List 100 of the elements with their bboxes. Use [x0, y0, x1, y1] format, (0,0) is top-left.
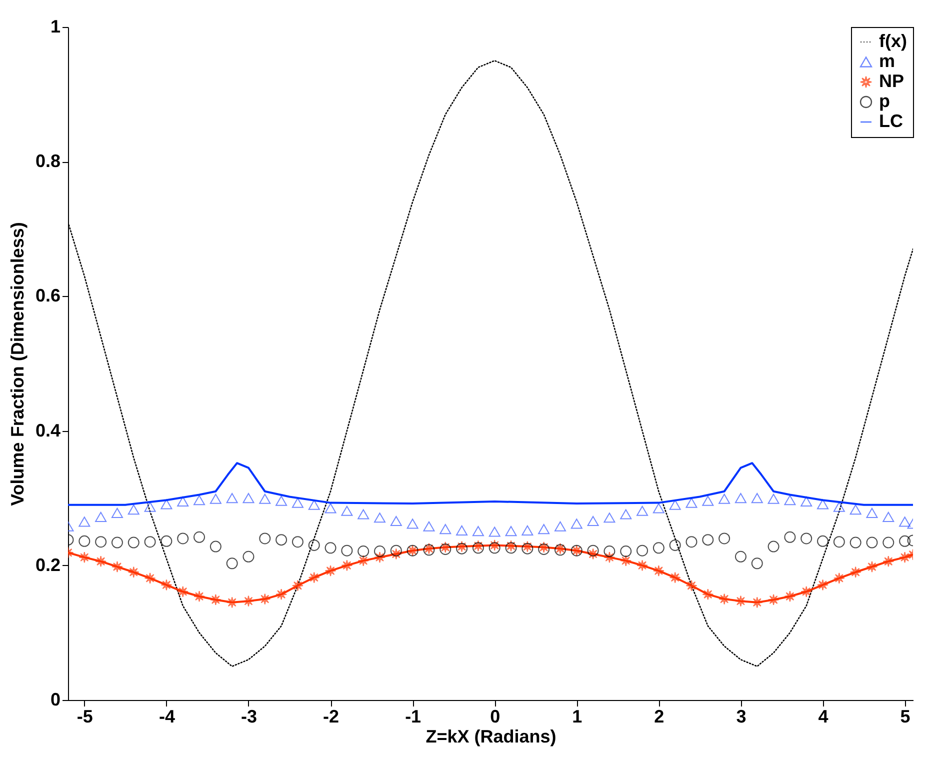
- x-tick-label: -3: [240, 706, 257, 726]
- point: [652, 503, 664, 514]
- point: [686, 536, 698, 548]
- point: [833, 572, 845, 584]
- point: [276, 534, 288, 546]
- point: [652, 565, 664, 577]
- point: [702, 496, 714, 506]
- point: [226, 493, 238, 504]
- point: [341, 544, 353, 556]
- point: [505, 526, 517, 536]
- point: [78, 535, 90, 547]
- point: [440, 524, 452, 534]
- point: [784, 531, 796, 543]
- x-tick-label: -5: [76, 706, 93, 726]
- point: [817, 579, 828, 591]
- legend-label: p: [879, 91, 890, 111]
- point: [95, 556, 107, 568]
- point: [833, 502, 845, 512]
- x-tick-label: 4: [818, 706, 828, 726]
- point: [308, 572, 320, 584]
- x-tick-label: 0: [490, 706, 500, 726]
- point: [554, 521, 566, 532]
- point: [587, 544, 599, 556]
- point: [734, 550, 746, 562]
- point: [604, 512, 616, 523]
- x-axis-title: Z=kX (Radians): [426, 726, 556, 746]
- point: [390, 544, 402, 556]
- point: [718, 593, 730, 605]
- point: [144, 572, 156, 584]
- y-axis-title: Volume Fraction (Dimensionless): [7, 222, 28, 506]
- point: [406, 518, 418, 529]
- point: [800, 586, 812, 598]
- point: [800, 532, 812, 544]
- point: [899, 552, 911, 564]
- point: [390, 516, 402, 526]
- point: [374, 512, 386, 523]
- point: [636, 506, 648, 516]
- x-tick-label: -2: [323, 706, 340, 726]
- point: [78, 552, 90, 564]
- point: [718, 532, 730, 544]
- point: [817, 499, 828, 510]
- point: [604, 546, 616, 557]
- point: [751, 596, 763, 608]
- y-tick-label: 0.4: [35, 420, 60, 440]
- point: [440, 544, 452, 555]
- point: [374, 546, 386, 557]
- point: [242, 595, 254, 607]
- legend-label: NP: [879, 71, 904, 91]
- point: [587, 548, 599, 560]
- point: [111, 536, 123, 548]
- point: [160, 579, 172, 591]
- point: [292, 580, 304, 592]
- point: [276, 588, 288, 600]
- point: [324, 565, 336, 577]
- point: [95, 536, 107, 548]
- point: [242, 493, 254, 504]
- y-tick-label: 1: [50, 16, 60, 36]
- point: [128, 536, 140, 548]
- point: [652, 542, 664, 554]
- point: [488, 526, 500, 537]
- point: [800, 496, 812, 507]
- point: [144, 536, 156, 548]
- legend-label: f(x): [879, 31, 907, 51]
- point: [850, 536, 862, 548]
- point: [604, 552, 616, 564]
- point: [833, 536, 845, 548]
- point: [374, 552, 386, 564]
- point: [128, 504, 140, 515]
- y-tick-label: 0.8: [35, 151, 60, 172]
- point: [210, 494, 222, 504]
- point: [358, 546, 370, 557]
- point: [850, 504, 862, 515]
- point: [620, 546, 632, 557]
- point: [292, 536, 304, 548]
- point: [669, 500, 681, 510]
- point: [850, 566, 862, 578]
- point: [734, 595, 746, 607]
- point: [358, 509, 370, 520]
- point: [226, 596, 238, 608]
- point: [488, 542, 500, 554]
- point: [177, 496, 189, 507]
- point: [768, 594, 780, 606]
- point: [259, 593, 271, 605]
- point: [210, 594, 222, 606]
- point: [751, 558, 763, 570]
- point: [669, 572, 681, 584]
- point: [538, 544, 550, 555]
- point: [324, 503, 336, 514]
- point: [636, 560, 648, 572]
- point: [78, 516, 90, 527]
- point: [111, 508, 123, 518]
- x-tick-label: 3: [736, 706, 746, 726]
- point: [341, 506, 353, 516]
- point: [817, 535, 828, 547]
- point: [160, 535, 172, 547]
- x-tick-label: 1: [572, 706, 582, 726]
- point: [866, 508, 878, 518]
- point: [472, 526, 484, 536]
- point: [718, 494, 730, 504]
- point: [194, 590, 206, 602]
